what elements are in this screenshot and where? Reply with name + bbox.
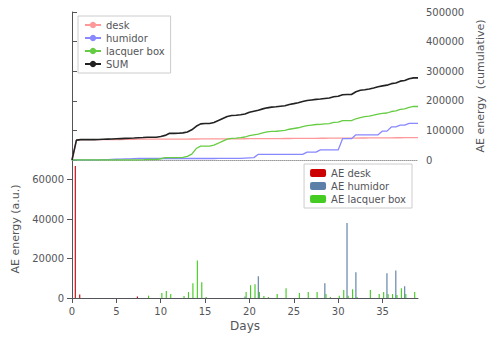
svg-text:10: 10	[154, 306, 167, 317]
svg-text:SUM: SUM	[106, 59, 128, 70]
svg-text:0: 0	[58, 293, 64, 304]
svg-text:5: 5	[113, 306, 119, 317]
svg-text:30: 30	[332, 306, 345, 317]
svg-text:500000: 500000	[426, 7, 464, 18]
svg-text:20: 20	[243, 306, 256, 317]
svg-text:15: 15	[199, 306, 212, 317]
svg-text:300000: 300000	[426, 66, 464, 77]
svg-text:Days: Days	[230, 319, 260, 333]
svg-text:AE energy (cumulative): AE energy (cumulative)	[474, 19, 487, 152]
svg-text:200000: 200000	[426, 95, 464, 106]
svg-text:60000: 60000	[32, 174, 64, 185]
svg-text:40000: 40000	[32, 214, 64, 225]
svg-text:humidor: humidor	[106, 33, 149, 44]
svg-text:AE lacquer box: AE lacquer box	[331, 194, 406, 205]
svg-text:desk: desk	[106, 20, 130, 31]
svg-text:25: 25	[287, 306, 300, 317]
svg-text:20000: 20000	[32, 253, 64, 264]
svg-text:AE humidor: AE humidor	[331, 181, 390, 192]
svg-text:AE desk: AE desk	[331, 168, 371, 179]
svg-text:lacquer box: lacquer box	[106, 46, 165, 57]
svg-text:400000: 400000	[426, 36, 464, 47]
svg-text:AE energy (a.u.): AE energy (a.u.)	[9, 184, 22, 273]
svg-text:0: 0	[426, 155, 432, 166]
svg-text:35: 35	[376, 306, 389, 317]
svg-text:0: 0	[69, 306, 75, 317]
svg-text:100000: 100000	[426, 125, 464, 136]
